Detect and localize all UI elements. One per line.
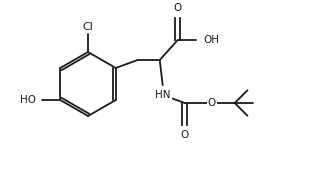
Text: OH: OH — [204, 35, 220, 45]
Text: HO: HO — [20, 95, 36, 105]
Text: Cl: Cl — [83, 22, 94, 32]
Text: O: O — [173, 3, 182, 13]
Text: O: O — [207, 98, 216, 108]
Text: HN: HN — [155, 90, 170, 100]
Text: O: O — [180, 130, 189, 140]
